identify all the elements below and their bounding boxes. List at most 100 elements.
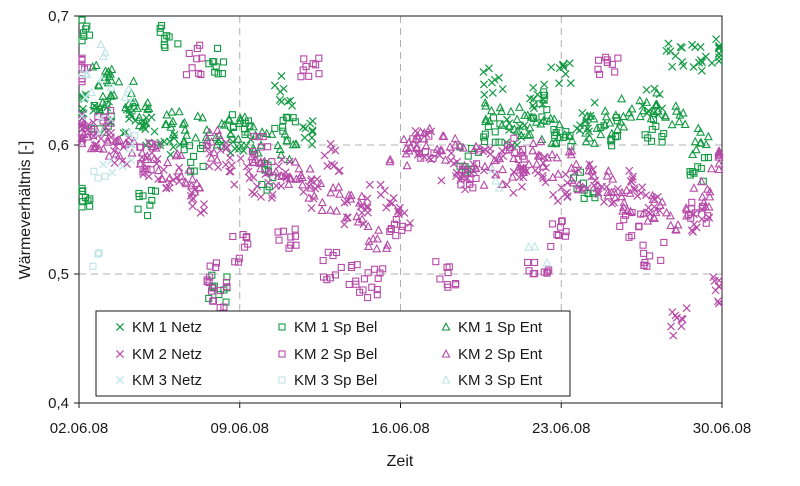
data-point xyxy=(539,115,549,124)
data-point xyxy=(290,157,300,166)
data-point xyxy=(625,166,634,175)
data-point xyxy=(432,258,440,266)
data-point xyxy=(271,124,279,132)
data-point xyxy=(230,180,239,189)
data-point xyxy=(382,203,391,212)
data-point xyxy=(305,163,315,173)
data-point xyxy=(677,314,686,323)
data-point xyxy=(211,132,221,141)
legend-box xyxy=(95,310,571,397)
data-point xyxy=(479,80,488,89)
data-point xyxy=(671,311,680,320)
data-point xyxy=(590,138,600,147)
data-point xyxy=(528,145,538,155)
data-point xyxy=(308,127,317,136)
data-point xyxy=(273,140,283,150)
data-point xyxy=(524,242,534,251)
data-point xyxy=(399,134,409,143)
data-point xyxy=(151,143,161,152)
data-point xyxy=(138,121,148,131)
data-point xyxy=(135,193,143,201)
data-point xyxy=(332,248,341,257)
data-point xyxy=(600,119,610,129)
data-point xyxy=(325,205,336,214)
legend-entry: KM 3 Netz xyxy=(115,372,202,389)
data-point xyxy=(78,56,86,64)
data-point xyxy=(249,173,258,182)
data-point xyxy=(142,151,152,160)
data-point xyxy=(525,122,535,132)
data-point xyxy=(480,133,488,141)
data-point xyxy=(584,165,594,175)
data-point xyxy=(484,64,493,73)
data-point xyxy=(497,179,507,188)
data-point xyxy=(114,76,124,86)
data-point xyxy=(368,233,378,243)
data-point xyxy=(646,252,654,260)
data-point xyxy=(136,143,144,151)
data-point xyxy=(638,183,647,192)
data-point xyxy=(680,119,690,128)
data-point xyxy=(222,278,230,286)
data-point xyxy=(244,117,253,125)
data-point xyxy=(638,105,648,115)
data-point xyxy=(625,188,635,197)
data-point xyxy=(308,140,317,149)
data-point xyxy=(77,110,87,119)
data-point xyxy=(134,112,144,121)
data-point xyxy=(444,269,452,277)
data-point xyxy=(282,135,292,145)
data-point xyxy=(466,180,474,188)
data-point xyxy=(525,267,533,275)
data-point xyxy=(131,132,139,140)
data-point xyxy=(471,163,481,172)
data-point xyxy=(677,322,686,331)
data-point xyxy=(439,131,449,141)
data-point xyxy=(364,294,372,302)
data-point xyxy=(630,184,639,193)
data-point xyxy=(108,168,117,177)
data-point xyxy=(402,160,412,170)
data-point xyxy=(168,129,178,139)
data-point xyxy=(219,58,228,66)
data-point xyxy=(561,170,570,179)
data-point xyxy=(714,43,724,52)
data-point xyxy=(481,137,489,146)
data-point xyxy=(704,153,712,161)
data-point xyxy=(240,112,250,121)
data-point xyxy=(307,204,316,213)
data-point xyxy=(374,274,382,282)
data-point xyxy=(205,127,215,137)
data-point xyxy=(80,122,90,132)
data-point xyxy=(78,203,86,211)
legend-entry: KM 1 Sp Bel xyxy=(278,319,377,336)
data-point xyxy=(148,140,156,148)
data-point xyxy=(651,207,661,217)
data-point xyxy=(275,236,283,244)
data-point xyxy=(179,117,190,127)
data-point xyxy=(602,171,612,180)
data-point xyxy=(584,160,594,170)
data-point xyxy=(80,93,89,102)
data-point xyxy=(688,227,697,236)
data-point xyxy=(618,111,628,121)
data-point xyxy=(363,208,372,217)
data-point xyxy=(294,173,304,182)
series-km-2-sp-ent xyxy=(77,116,724,253)
data-point xyxy=(279,123,287,131)
data-point xyxy=(584,127,594,136)
data-point xyxy=(372,243,382,253)
data-point xyxy=(517,182,526,191)
y-tick-label: 0,7 xyxy=(48,8,69,25)
data-point xyxy=(509,153,519,163)
data-point xyxy=(594,65,602,73)
data-point xyxy=(519,145,527,153)
data-point xyxy=(198,54,206,62)
data-point xyxy=(236,154,245,163)
data-point xyxy=(386,227,394,236)
data-point xyxy=(94,143,104,152)
data-point xyxy=(284,114,292,122)
data-point xyxy=(543,106,551,114)
data-point xyxy=(518,121,528,130)
data-point xyxy=(319,273,328,281)
